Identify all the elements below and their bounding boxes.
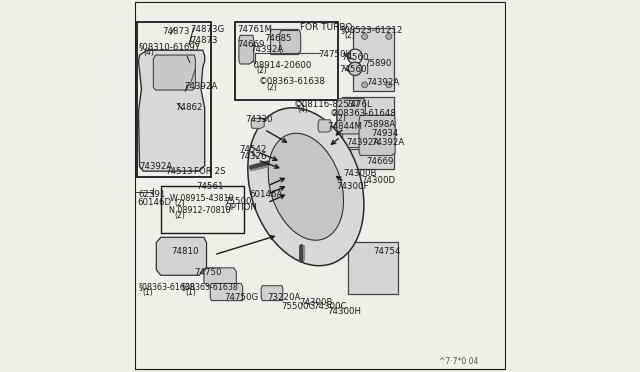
PathPatch shape bbox=[349, 149, 394, 169]
Text: ´08914-20600: ´08914-20600 bbox=[250, 61, 312, 70]
Text: FOR TURBO: FOR TURBO bbox=[300, 23, 352, 32]
Text: 7476L: 7476L bbox=[345, 100, 372, 109]
Text: 74326: 74326 bbox=[239, 152, 267, 161]
Text: W 08915-43810: W 08915-43810 bbox=[170, 194, 234, 203]
Text: 74300C: 74300C bbox=[314, 302, 347, 311]
Text: 74392A: 74392A bbox=[347, 138, 380, 147]
PathPatch shape bbox=[342, 97, 394, 147]
Text: 73220A: 73220A bbox=[267, 293, 301, 302]
Text: 74560: 74560 bbox=[342, 53, 369, 62]
Text: 74392A: 74392A bbox=[139, 162, 172, 171]
Text: §08363-61638: §08363-61638 bbox=[139, 282, 196, 291]
Text: (4): (4) bbox=[298, 105, 308, 114]
Text: 74750H: 74750H bbox=[319, 50, 353, 59]
Bar bbox=[137, 22, 211, 177]
Text: 62391: 62391 bbox=[139, 190, 166, 199]
Text: 75500G: 75500G bbox=[281, 302, 315, 311]
Text: 74844M: 74844M bbox=[328, 122, 362, 131]
Text: 74750: 74750 bbox=[195, 268, 222, 277]
Text: 74300H: 74300H bbox=[328, 307, 362, 316]
Text: 74934: 74934 bbox=[371, 129, 399, 138]
Text: (1): (1) bbox=[186, 288, 196, 296]
Text: 74561: 74561 bbox=[196, 182, 223, 190]
Text: §08310-61697: §08310-61697 bbox=[139, 42, 201, 51]
Text: §08363-61638: §08363-61638 bbox=[182, 282, 239, 291]
Text: 74761M: 74761M bbox=[237, 25, 272, 34]
Text: 74330: 74330 bbox=[245, 115, 273, 124]
Text: ©08363-61648: ©08363-61648 bbox=[330, 109, 396, 118]
Text: 74862: 74862 bbox=[175, 103, 203, 112]
Text: 74392A: 74392A bbox=[184, 82, 218, 91]
Text: ©08363-61638: ©08363-61638 bbox=[259, 77, 326, 86]
Text: 75898A: 75898A bbox=[362, 120, 396, 129]
Text: 75890: 75890 bbox=[364, 59, 391, 68]
PathPatch shape bbox=[318, 120, 331, 132]
Text: (2): (2) bbox=[344, 31, 355, 40]
PathPatch shape bbox=[359, 115, 395, 155]
PathPatch shape bbox=[138, 50, 205, 171]
PathPatch shape bbox=[337, 99, 365, 134]
Circle shape bbox=[362, 33, 367, 39]
Text: 74685: 74685 bbox=[264, 34, 292, 43]
PathPatch shape bbox=[270, 29, 298, 54]
Text: 74560J: 74560J bbox=[339, 65, 369, 74]
Text: 74754: 74754 bbox=[373, 247, 401, 256]
Text: 74300B: 74300B bbox=[300, 298, 333, 307]
PathPatch shape bbox=[211, 283, 243, 301]
Text: 74750G: 74750G bbox=[225, 293, 259, 302]
Circle shape bbox=[386, 82, 392, 88]
Text: 74392A: 74392A bbox=[250, 45, 284, 54]
PathPatch shape bbox=[348, 242, 398, 294]
Text: §08523-61212: §08523-61212 bbox=[341, 25, 403, 34]
Circle shape bbox=[348, 49, 362, 64]
Text: 74300B: 74300B bbox=[343, 169, 376, 178]
Text: 74873: 74873 bbox=[162, 27, 189, 36]
Text: ^7·7*0 04: ^7·7*0 04 bbox=[439, 357, 479, 366]
Text: 74392A: 74392A bbox=[367, 78, 400, 87]
Text: FOR 2S: FOR 2S bbox=[194, 167, 225, 176]
Text: ©08116-82537: ©08116-82537 bbox=[294, 100, 361, 109]
PathPatch shape bbox=[239, 35, 254, 64]
PathPatch shape bbox=[156, 237, 207, 275]
PathPatch shape bbox=[353, 28, 394, 91]
Text: N 08912-70810: N 08912-70810 bbox=[170, 206, 231, 215]
Circle shape bbox=[362, 82, 367, 88]
Ellipse shape bbox=[268, 133, 344, 240]
PathPatch shape bbox=[251, 118, 264, 128]
Text: (4): (4) bbox=[143, 48, 154, 57]
Text: 60146D: 60146D bbox=[137, 198, 171, 207]
Text: (2): (2) bbox=[174, 199, 185, 208]
Text: 74542: 74542 bbox=[239, 145, 267, 154]
Text: (2): (2) bbox=[266, 83, 277, 92]
Text: 74669: 74669 bbox=[237, 40, 264, 49]
Text: (1): (1) bbox=[143, 288, 154, 296]
PathPatch shape bbox=[204, 268, 236, 286]
Text: 74669: 74669 bbox=[367, 157, 394, 166]
Text: 74300F: 74300F bbox=[337, 182, 369, 190]
Text: 60146A: 60146A bbox=[250, 190, 283, 199]
Text: 74392A: 74392A bbox=[371, 138, 404, 147]
Text: (2): (2) bbox=[257, 66, 268, 75]
Text: 74873G: 74873G bbox=[191, 25, 225, 34]
Text: (2): (2) bbox=[335, 114, 346, 123]
PathPatch shape bbox=[261, 286, 283, 301]
PathPatch shape bbox=[154, 55, 195, 90]
Text: 74300D: 74300D bbox=[362, 176, 396, 185]
PathPatch shape bbox=[280, 31, 301, 54]
Circle shape bbox=[386, 33, 392, 39]
Ellipse shape bbox=[248, 108, 364, 266]
Circle shape bbox=[348, 62, 362, 76]
Text: OPTION: OPTION bbox=[225, 203, 257, 212]
Text: 74873: 74873 bbox=[191, 36, 218, 45]
Text: 74513: 74513 bbox=[165, 167, 193, 176]
Text: (2): (2) bbox=[174, 211, 185, 220]
Bar bbox=[235, 22, 338, 100]
Text: 74810: 74810 bbox=[172, 247, 198, 256]
Bar bbox=[161, 186, 244, 232]
Text: 75500: 75500 bbox=[225, 197, 252, 206]
